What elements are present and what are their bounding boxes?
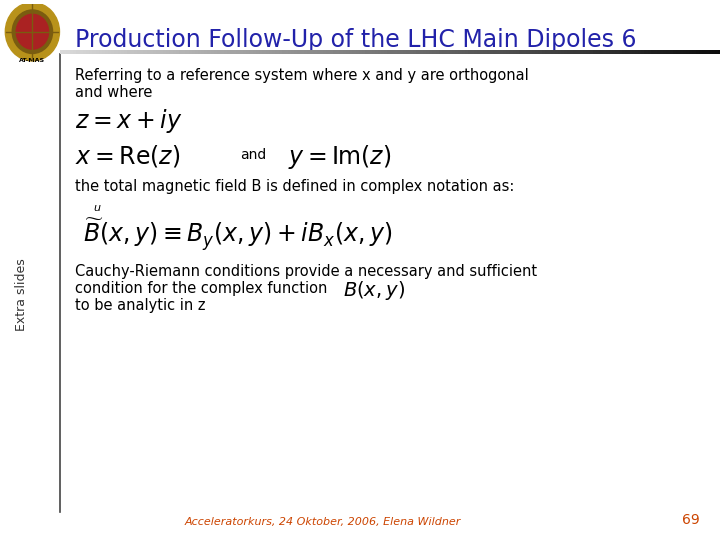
Text: and where: and where bbox=[75, 85, 153, 100]
Circle shape bbox=[17, 15, 48, 49]
Text: Extra slides: Extra slides bbox=[16, 259, 29, 332]
Text: Cauchy-Riemann conditions provide a necessary and sufficient: Cauchy-Riemann conditions provide a nece… bbox=[75, 264, 537, 279]
Text: $B(x,y)$: $B(x,y)$ bbox=[343, 279, 405, 302]
Text: $z = x+iy$: $z = x+iy$ bbox=[75, 107, 182, 135]
Circle shape bbox=[12, 10, 53, 53]
Text: 69: 69 bbox=[683, 513, 700, 527]
Text: Referring to a reference system where x and y are orthogonal: Referring to a reference system where x … bbox=[75, 68, 528, 83]
Text: and: and bbox=[240, 148, 266, 162]
Text: Acceleratorkurs, 24 Oktober, 2006, Elena Wildner: Acceleratorkurs, 24 Oktober, 2006, Elena… bbox=[185, 517, 462, 527]
Text: $x = \mathrm{Re}(z)$: $x = \mathrm{Re}(z)$ bbox=[75, 143, 180, 169]
Text: condition for the complex function: condition for the complex function bbox=[75, 281, 328, 296]
Circle shape bbox=[5, 3, 60, 61]
Text: $u$: $u$ bbox=[93, 203, 102, 213]
Text: the total magnetic field B is defined in complex notation as:: the total magnetic field B is defined in… bbox=[75, 179, 514, 194]
Text: to be analytic in z: to be analytic in z bbox=[75, 298, 205, 313]
Text: AT-MAS: AT-MAS bbox=[19, 58, 45, 63]
Text: $y = \mathrm{Im}(z)$: $y = \mathrm{Im}(z)$ bbox=[288, 143, 392, 171]
Text: $\widetilde{B}(x,y)\equiv B_{y}(x,y)+iB_{x}(x,y)$: $\widetilde{B}(x,y)\equiv B_{y}(x,y)+iB_… bbox=[83, 216, 392, 253]
Text: Production Follow-Up of the LHC Main Dipoles 6: Production Follow-Up of the LHC Main Dip… bbox=[75, 28, 636, 52]
